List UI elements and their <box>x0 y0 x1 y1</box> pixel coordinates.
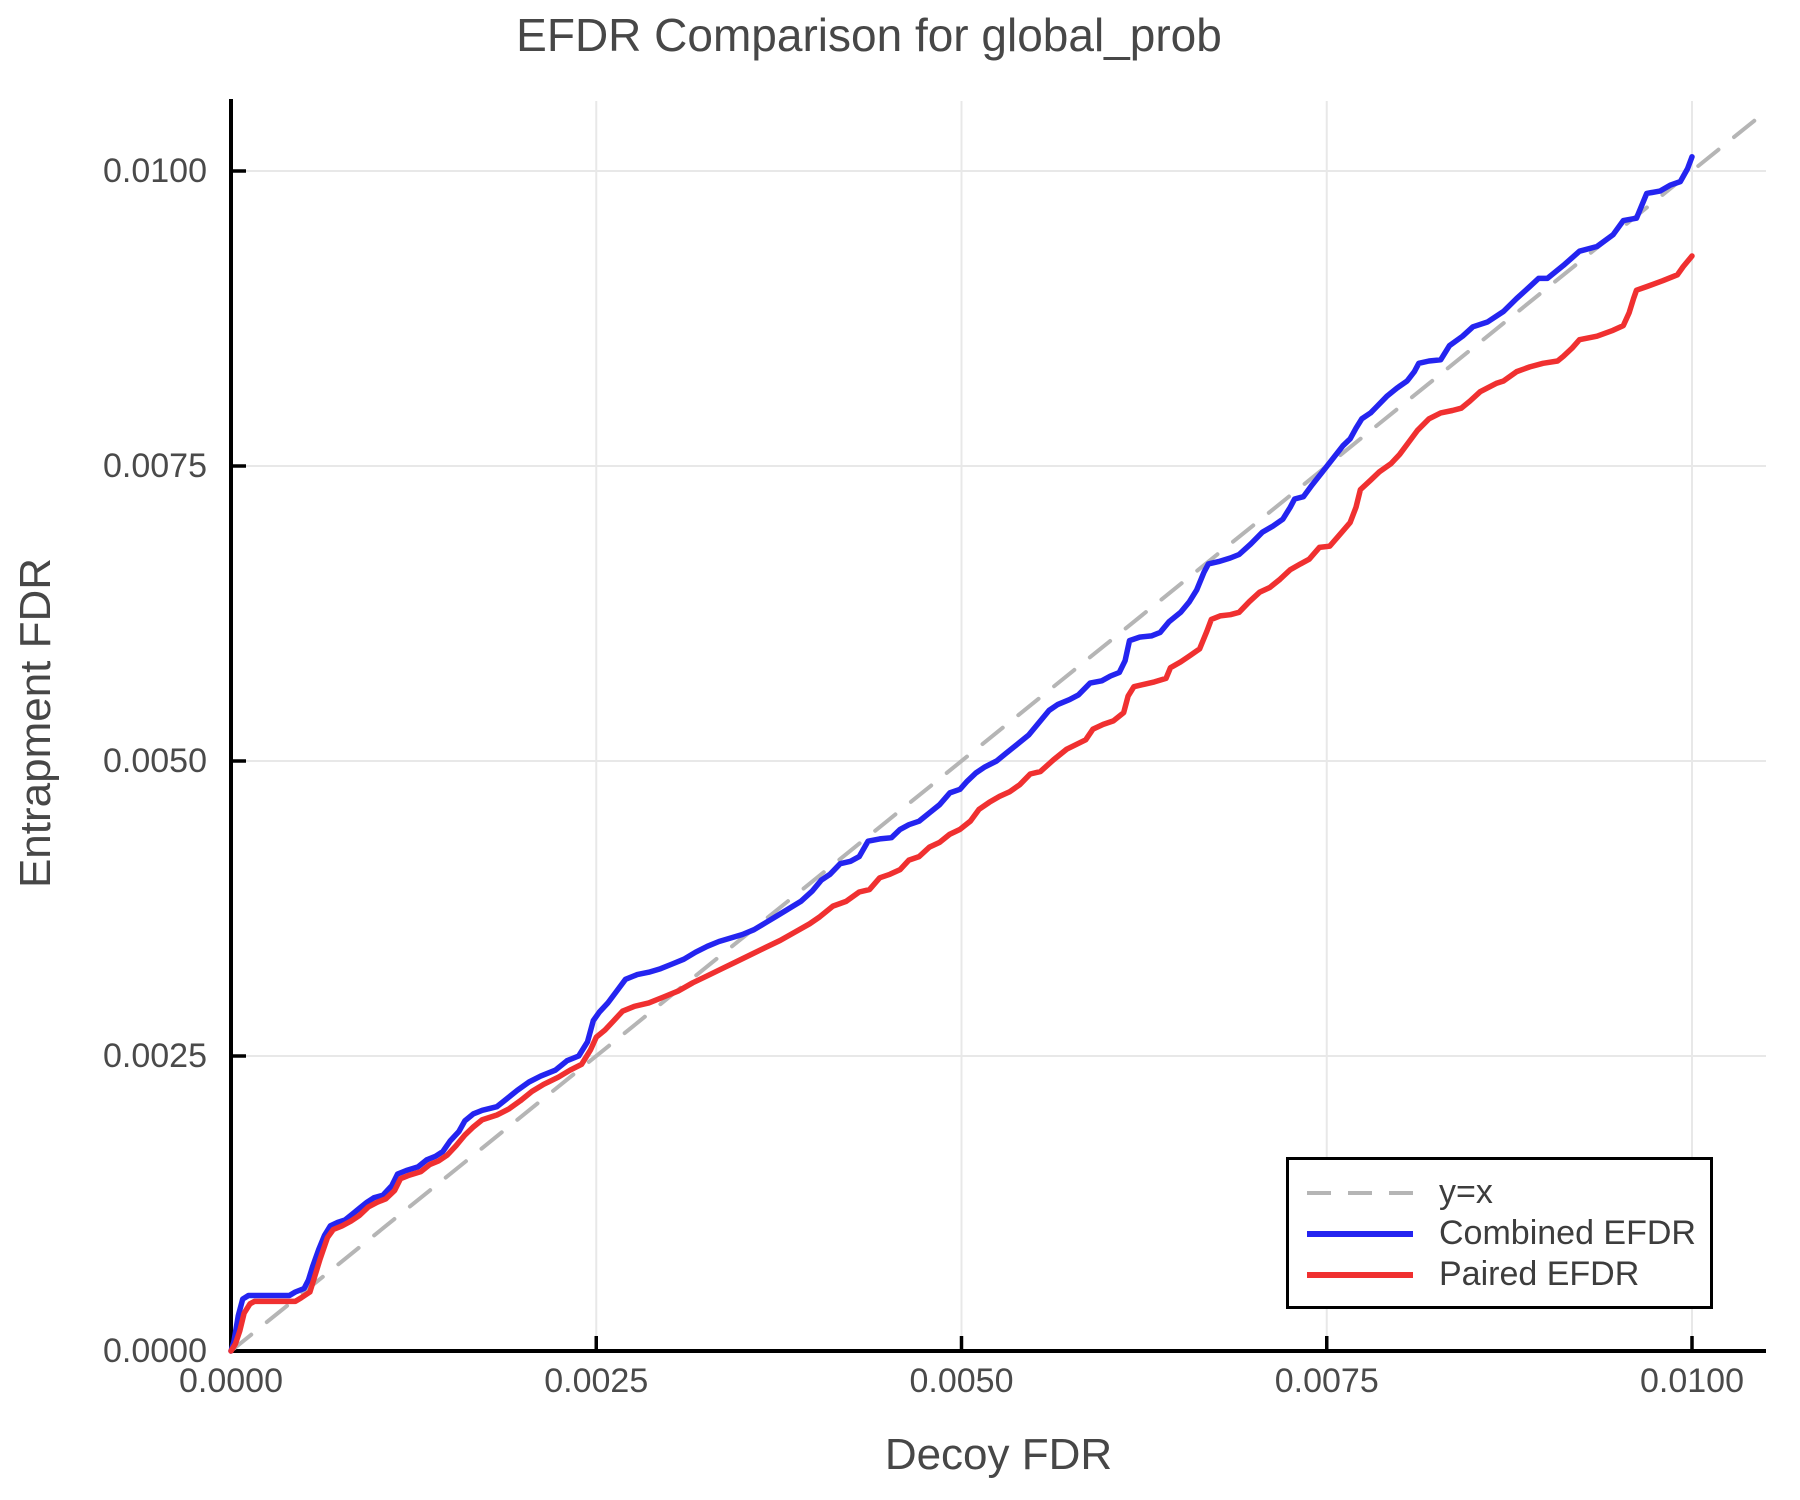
x-tick-label: 0.0100 <box>1640 1362 1744 1400</box>
y-tick-label: 0.0050 <box>103 742 207 780</box>
legend-line-sample <box>1307 1230 1413 1237</box>
reference-line-y-equals-x <box>229 110 1768 1353</box>
chart-title: EFDR Comparison for global_prob <box>516 9 1222 61</box>
x-tick-label: 0.0075 <box>1274 1362 1379 1400</box>
legend-label: Combined EFDR <box>1439 1214 1696 1252</box>
y-tick-label: 0.0000 <box>103 1332 207 1370</box>
legend-entry: y=x <box>1289 1172 1710 1213</box>
y-axis-label: Entrapment FDR <box>11 557 60 889</box>
legend-label: y=x <box>1439 1173 1493 1211</box>
legend-entry: Combined EFDR <box>1289 1213 1710 1254</box>
x-axis-label: Decoy FDR <box>884 1430 1113 1479</box>
legend-label: Paired EFDR <box>1439 1255 1640 1293</box>
x-tick-label: 0.0025 <box>544 1362 649 1400</box>
combined-efdr-line <box>228 154 1695 1354</box>
legend: y=x Combined EFDR Paired EFDR <box>1286 1157 1713 1309</box>
x-tick-label: 0.0050 <box>909 1362 1014 1400</box>
x-tick-label: 0.0000 <box>179 1362 283 1400</box>
legend-line-sample <box>1307 1190 1413 1195</box>
legend-entry: Paired EFDR <box>1289 1254 1710 1295</box>
paired-efdr-line <box>228 253 1695 1354</box>
y-tick-label: 0.0075 <box>103 447 207 485</box>
legend-line-sample <box>1307 1271 1413 1278</box>
y-tick-label: 0.0100 <box>103 152 207 190</box>
y-tick-label: 0.0025 <box>103 1037 207 1075</box>
